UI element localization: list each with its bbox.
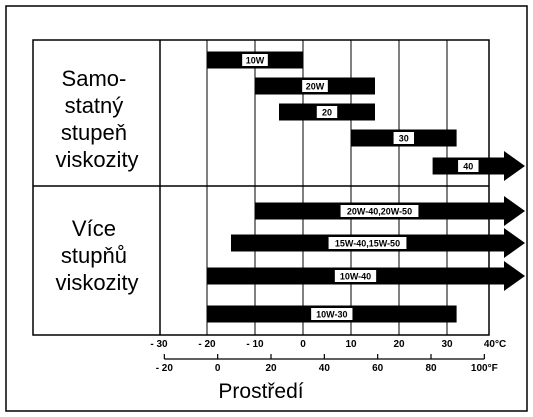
group-label-single: Samo- statný stupeň viskozity [55, 66, 138, 172]
fahrenheit-tick-label: 80 [425, 363, 437, 374]
bar-label: 20W-40,20W-50 [347, 207, 412, 217]
bar-label: 10W-30 [316, 310, 347, 320]
bar-label-box [458, 160, 479, 172]
celsius-tick-label: - 10 [246, 339, 264, 350]
bar-label: 40 [463, 162, 473, 172]
fahrenheit-tick-label: - 20 [156, 363, 174, 374]
arrow-head [504, 261, 525, 291]
outer-border [5, 5, 528, 412]
fahrenheit-tick-label: 20 [265, 363, 277, 374]
bar-label-box [242, 54, 268, 66]
celsius-tick-label: - 30 [150, 339, 168, 350]
bar-label-box [393, 132, 415, 144]
viscosity-bar: 15W-40,15W-50 [231, 228, 525, 258]
viscosity-bar: 10W-30 [207, 305, 457, 323]
viscosity-bars: 10W 20W 20 30 40 20W-40,20W-50 15W-40,15W-50 10… [207, 51, 525, 323]
group-label-line: statný [65, 93, 124, 118]
celsius-tick-label: 30 [441, 339, 453, 350]
bar-label-box [311, 308, 353, 320]
viscosity-bar: 30 [351, 129, 457, 147]
fahrenheit-tick-label: 60 [372, 363, 384, 374]
arrow-head [504, 151, 525, 181]
viscosity-bar: 20 [279, 103, 375, 121]
viscosity-bar: 10W-40 [207, 261, 525, 291]
x-axis-label: Prostředí [218, 380, 303, 403]
fahrenheit-axis: - 20 0 20 40 60 80 100°F [156, 354, 498, 374]
celsius-axis: - 30 - 20 - 10 0 10 20 30 40°C [150, 339, 506, 350]
arrow-head [504, 228, 525, 258]
bar-label-box [340, 205, 419, 217]
vertical-gridlines [206, 40, 448, 335]
group-label-line: stupeň [61, 120, 127, 145]
viscosity-bar: 10W [207, 51, 303, 69]
group-label-line: viskozity [55, 147, 138, 172]
group-label-multi: Více stupňů viskozity [55, 216, 138, 295]
bar-label-box [334, 270, 377, 282]
fahrenheit-tick-label: 40 [319, 363, 331, 374]
bar-label: 10W [246, 56, 265, 66]
group-label-line: Více [72, 216, 116, 241]
bar-label-box [316, 106, 338, 118]
fahrenheit-end-label: 100°F [471, 363, 498, 374]
celsius-tick-label: - 20 [198, 339, 216, 350]
fahrenheit-tick-label: 0 [215, 363, 221, 374]
celsius-tick-label: 20 [393, 339, 405, 350]
celsius-end-label: 40°C [484, 339, 506, 350]
bar-label-box [328, 237, 407, 249]
group-label-line: viskozity [55, 270, 138, 295]
bar-label: 30 [399, 134, 409, 144]
group-label-line: Samo- [62, 66, 127, 91]
arrow-head [504, 196, 525, 226]
bar-label: 20W [306, 82, 325, 92]
group-label-line: stupňů [61, 243, 127, 268]
bar-label: 15W-40,15W-50 [335, 239, 400, 249]
chart-box [32, 39, 490, 336]
bar-label: 20 [322, 108, 332, 118]
celsius-tick-label: 10 [345, 339, 357, 350]
viscosity-bar: 20W-40,20W-50 [255, 196, 525, 226]
viscosity-bar: 20W [255, 77, 375, 95]
celsius-tick-label: 0 [300, 339, 306, 350]
viscosity-bar: 40 [432, 151, 525, 181]
bar-label: 10W-40 [340, 272, 371, 282]
bar-label-box [302, 80, 328, 92]
